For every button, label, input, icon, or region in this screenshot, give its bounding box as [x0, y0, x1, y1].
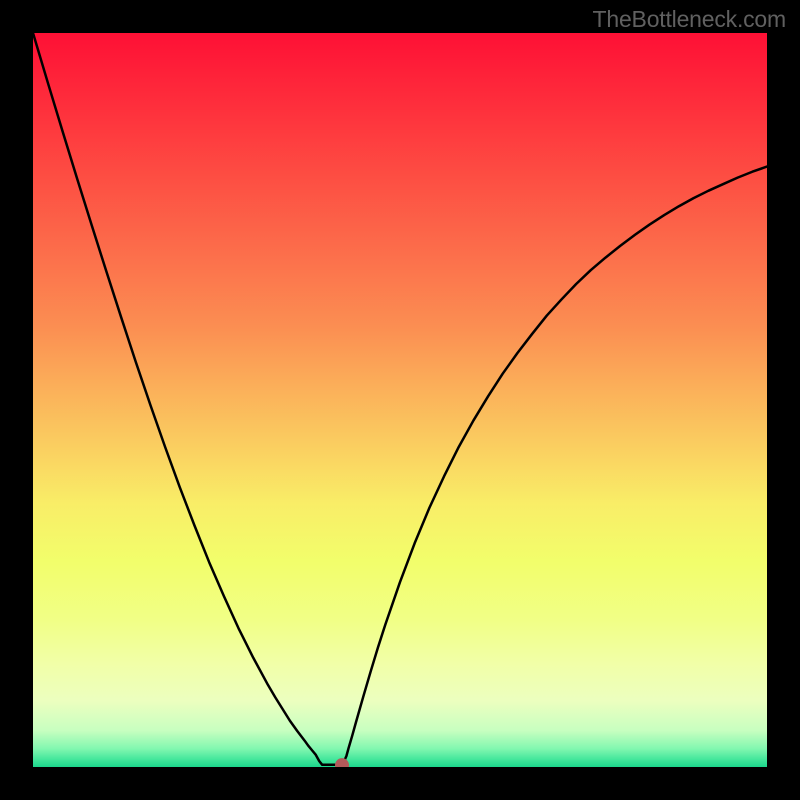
chart-background — [33, 33, 767, 767]
chart-frame: TheBottleneck.com — [0, 0, 800, 800]
plot-area — [33, 33, 767, 767]
chart-svg — [33, 33, 767, 767]
watermark-text: TheBottleneck.com — [593, 6, 786, 33]
